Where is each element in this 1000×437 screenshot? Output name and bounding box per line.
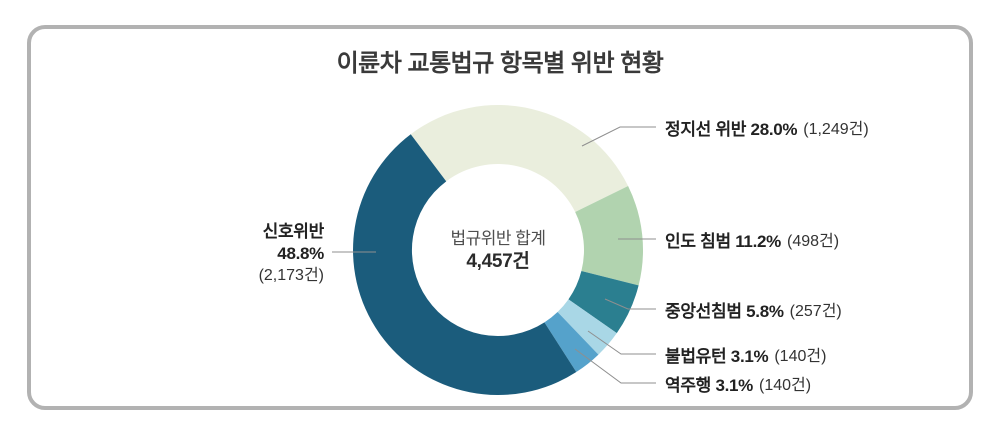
donut-segment-sidewalk-encroachment	[575, 185, 643, 286]
label-stop-line-violation-pct: 정지선 위반 28.0%	[665, 119, 798, 139]
label-signal-violation-pct: 48.8%	[277, 244, 324, 263]
label-illegal-u-turn: 불법유턴 3.1% (140건)	[665, 342, 826, 366]
label-illegal-u-turn-count: (140건)	[774, 348, 827, 365]
label-wrong-way-driving-pct: 역주행 3.1%	[665, 375, 753, 395]
label-sidewalk-encroachment-count: (498건)	[786, 233, 840, 250]
chart-title: 이륜차 교통법규 항목별 위반 현황	[336, 50, 664, 77]
label-center-line-violation: 중앙선침범 5.8% (257건)	[665, 297, 842, 321]
label-stop-line-violation-count: (1,249건)	[803, 121, 869, 138]
label-signal-violation-count: (2,173건)	[258, 267, 324, 284]
leader-line-center-line-violation	[604, 298, 656, 310]
label-signal-violation: 신호위반 48.8% (2,173건)	[258, 221, 325, 287]
label-signal-violation-name: 신호위반	[262, 222, 325, 241]
label-illegal-u-turn-pct: 불법유턴 3.1%	[665, 346, 769, 366]
label-center-line-violation-count: (257건)	[789, 303, 842, 320]
label-center-line-violation-pct: 중앙선침범 5.8%	[665, 301, 784, 321]
label-wrong-way-driving-count: (140건)	[759, 377, 812, 394]
donut-center-label: 법규위반 합계 4,457건	[398, 227, 598, 273]
donut-segment-center-line-violation	[568, 270, 639, 334]
leader-line-illegal-u-turn	[587, 330, 656, 355]
label-stop-line-violation: 정지선 위반 28.0% (1,249건)	[665, 115, 869, 139]
leader-line-stop-line-violation	[581, 126, 656, 147]
label-wrong-way-driving: 역주행 3.1% (140건)	[665, 371, 811, 395]
center-label-total: 4,457건	[466, 251, 530, 272]
donut-segment-stop-line-violation	[410, 105, 629, 213]
label-sidewalk-encroachment-pct: 인도 침범 11.2%	[665, 231, 781, 251]
donut-segment-signal-violation	[353, 134, 577, 395]
label-sidewalk-encroachment: 인도 침범 11.2% (498건)	[665, 227, 839, 251]
leader-line-wrong-way-driving	[574, 348, 656, 384]
donut-segment-wrong-way-driving	[544, 312, 599, 373]
center-label-line1: 법규위반 합계	[450, 229, 546, 248]
